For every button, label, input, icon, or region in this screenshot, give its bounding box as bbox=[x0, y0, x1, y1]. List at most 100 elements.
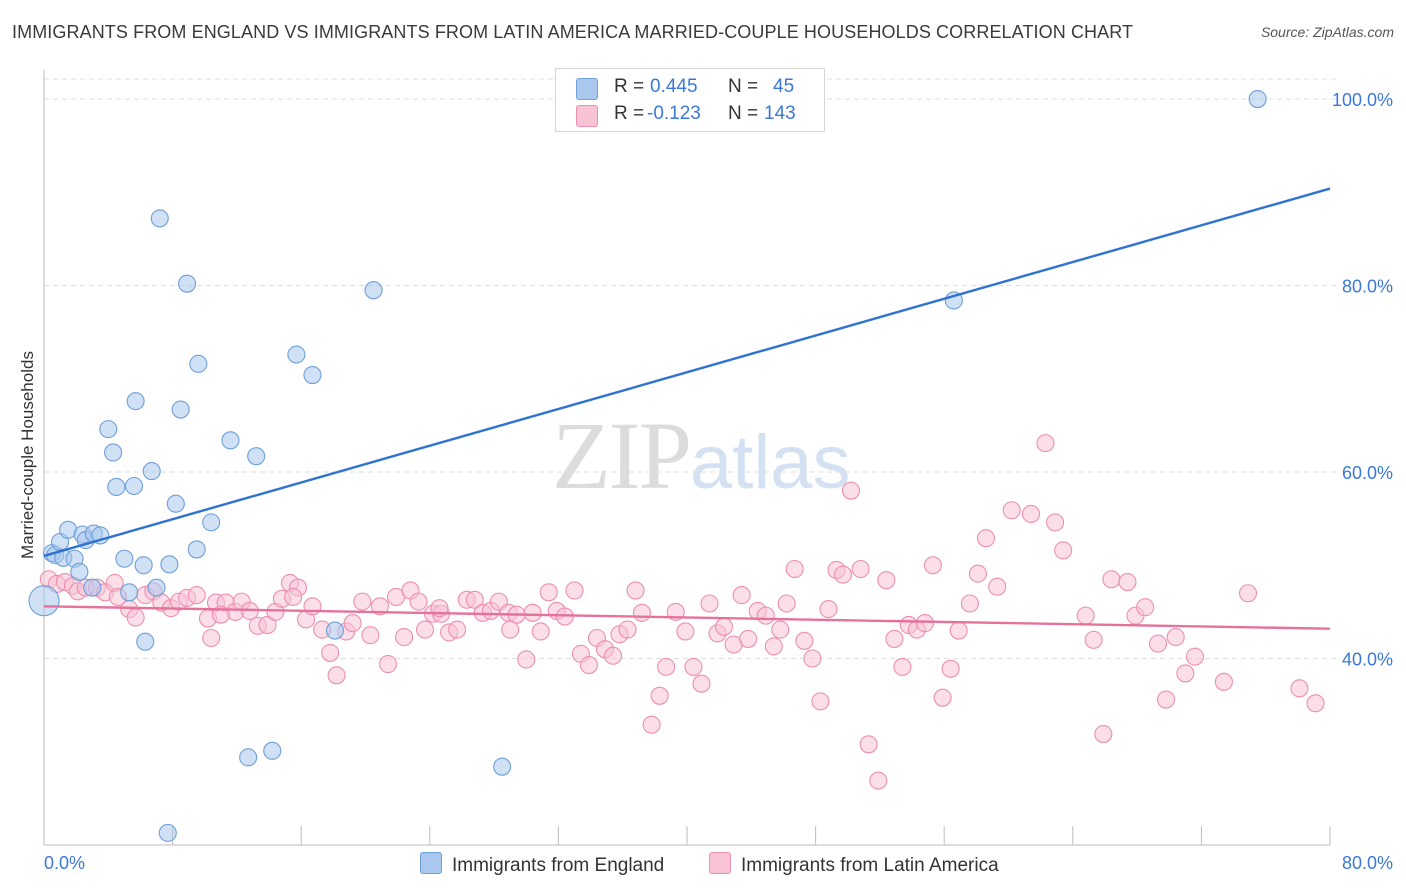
data-point-latam bbox=[859, 735, 878, 754]
data-point-latam bbox=[1214, 672, 1233, 691]
data-point-england bbox=[178, 274, 197, 293]
data-point-latam bbox=[1021, 504, 1041, 524]
legend-r-value-england: 0.445 bbox=[650, 76, 698, 97]
data-point-latam bbox=[1185, 647, 1205, 666]
data-point-latam bbox=[676, 622, 695, 641]
y-tick-label: 60.0% bbox=[1342, 463, 1393, 483]
data-point-latam bbox=[258, 615, 277, 634]
data-point-latam bbox=[915, 614, 934, 633]
data-point-latam bbox=[756, 606, 775, 625]
data-point-england bbox=[287, 345, 306, 364]
legend-swatch-england bbox=[576, 78, 598, 100]
y-axis-label: Married-couple Households bbox=[18, 351, 37, 559]
data-point-latam bbox=[415, 620, 435, 639]
data-point-latam bbox=[764, 637, 783, 656]
data-point-latam bbox=[1136, 598, 1155, 617]
data-point-latam bbox=[819, 600, 838, 619]
data-point-latam bbox=[343, 614, 362, 633]
data-point-latam bbox=[465, 590, 484, 609]
bottom-legend-england-label: Immigrants from England bbox=[452, 855, 665, 876]
data-point-latam bbox=[187, 586, 206, 605]
data-point-latam bbox=[893, 657, 912, 676]
data-point-latam bbox=[517, 650, 536, 669]
legend-n-value-latam: 143 bbox=[764, 103, 796, 124]
data-point-latam bbox=[1176, 664, 1195, 683]
data-point-england bbox=[104, 443, 123, 462]
legend-r-label: R = bbox=[614, 76, 645, 97]
data-point-latam bbox=[949, 621, 968, 640]
data-point-latam bbox=[650, 686, 669, 705]
data-point-latam bbox=[785, 559, 804, 579]
data-point-latam bbox=[941, 659, 960, 678]
trend-lines bbox=[43, 187, 1331, 630]
data-point-england bbox=[166, 494, 185, 513]
data-point-latam bbox=[700, 594, 719, 613]
data-point-england bbox=[136, 632, 155, 651]
data-point-latam bbox=[370, 597, 390, 616]
data-point-latam bbox=[777, 594, 796, 613]
data-point-latam bbox=[771, 620, 790, 639]
data-point-latam bbox=[1084, 630, 1103, 649]
data-point-england bbox=[142, 462, 161, 481]
data-point-latam bbox=[618, 620, 637, 639]
data-point-latam bbox=[1156, 690, 1176, 709]
bottom-legend-latam: Immigrants from Latin America bbox=[709, 852, 999, 876]
data-point-england bbox=[221, 431, 240, 450]
data-point-england bbox=[1248, 89, 1267, 109]
data-point-england bbox=[493, 757, 512, 776]
data-point-england bbox=[325, 621, 345, 640]
data-point-latam bbox=[968, 564, 988, 583]
data-point-latam bbox=[960, 594, 979, 613]
data-point-latam bbox=[885, 629, 904, 648]
data-point-england bbox=[239, 748, 258, 767]
watermark-zip: ZIP bbox=[552, 402, 692, 509]
data-point-england bbox=[107, 477, 126, 496]
data-point-latam bbox=[1148, 634, 1168, 653]
data-point-england bbox=[28, 585, 60, 617]
data-point-latam bbox=[604, 646, 623, 665]
data-point-latam bbox=[833, 565, 852, 584]
data-point-latam bbox=[714, 617, 734, 636]
legend-n-label: N = bbox=[728, 76, 759, 97]
data-point-latam bbox=[923, 556, 942, 575]
data-point-england bbox=[160, 555, 179, 574]
data-point-england bbox=[247, 447, 266, 466]
data-point-latam bbox=[565, 581, 584, 600]
data-point-latam bbox=[202, 628, 221, 648]
series-latin-america bbox=[39, 434, 1325, 790]
data-point-england bbox=[158, 823, 177, 842]
data-point-england bbox=[263, 741, 282, 760]
data-point-england bbox=[189, 354, 208, 373]
legend-n-value-england: 45 bbox=[773, 76, 795, 97]
data-point-latam bbox=[395, 628, 414, 647]
data-point-latam bbox=[933, 688, 952, 707]
data-point-latam bbox=[877, 571, 896, 590]
data-point-latam bbox=[523, 603, 542, 622]
data-point-latam bbox=[126, 608, 145, 627]
data-point-england bbox=[120, 583, 139, 602]
data-point-latam bbox=[1094, 724, 1113, 744]
correlation-legend: R = 0.445 N = 45 R = -0.123 N = 143 bbox=[555, 68, 825, 132]
grid bbox=[44, 78, 1336, 660]
y-tick-label: 40.0% bbox=[1342, 650, 1393, 670]
data-point-latam bbox=[531, 622, 550, 641]
data-point-latam bbox=[684, 657, 703, 676]
data-point-latam bbox=[795, 631, 814, 650]
data-point-latam bbox=[1290, 679, 1309, 698]
data-point-england bbox=[83, 578, 102, 597]
axes bbox=[43, 70, 1331, 846]
data-point-latam bbox=[732, 586, 751, 605]
bottom-swatch-latam bbox=[709, 852, 731, 874]
data-point-latam bbox=[1118, 573, 1137, 592]
data-point-latam bbox=[378, 655, 398, 674]
legend-swatch-latam bbox=[576, 105, 598, 127]
watermark: ZIPatlas bbox=[552, 400, 851, 511]
legend-r-label: R = bbox=[614, 103, 645, 124]
data-point-latam bbox=[1306, 694, 1325, 713]
data-point-latam bbox=[626, 581, 645, 600]
legend-n-label: N = bbox=[728, 103, 759, 124]
data-point-latam bbox=[284, 587, 303, 607]
data-point-latam bbox=[1166, 628, 1185, 647]
legend-r-value-latam: -0.123 bbox=[647, 103, 701, 124]
